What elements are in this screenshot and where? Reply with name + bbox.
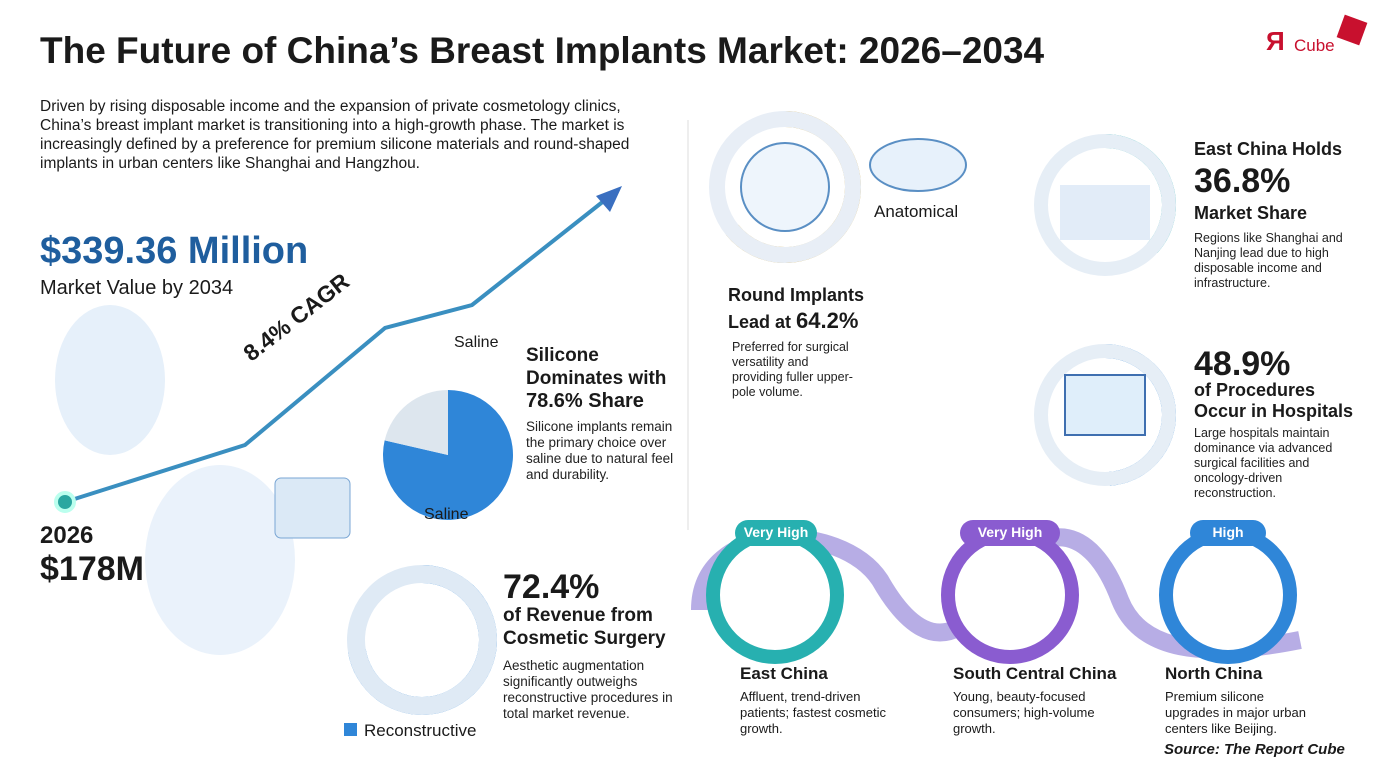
material-share: 78.6% Share — [526, 390, 644, 413]
prefix: Lead at — [728, 312, 792, 332]
region-name: East China — [740, 664, 828, 683]
suffix: Share — [588, 390, 644, 412]
logo-mark: Я — [1266, 26, 1285, 56]
donut-track — [1034, 134, 1176, 276]
forecast-label: Market Value by 2034 — [40, 277, 234, 299]
logo-cube — [1336, 14, 1368, 46]
city-icon — [1060, 185, 1150, 240]
donut-track — [709, 111, 861, 263]
source: Source: The Report Cube — [1164, 741, 1345, 758]
donut-track — [347, 565, 497, 715]
region-level: Very High — [743, 524, 809, 540]
pie-saline — [384, 390, 448, 455]
share: 78.6% — [526, 390, 583, 412]
end-user-heading: of Procedures Occur in Hospitals — [1194, 380, 1354, 421]
start-value: $178M — [40, 550, 144, 588]
legend-label: Reconstructive — [364, 721, 477, 740]
pie-silicone — [383, 390, 514, 520]
region-description: Regions like Shanghai and Nanjing lead d… — [1194, 231, 1343, 290]
share: 64.2% — [796, 308, 859, 333]
region-ring — [706, 526, 844, 664]
region-description: Affluent, trend-driven patients; fastest… — [740, 689, 886, 736]
application-heading: of Revenue from Cosmetic Surgery — [503, 605, 666, 649]
figure — [145, 465, 295, 655]
forecast-value: $339.36 Million — [40, 230, 309, 272]
legend-swatch — [344, 723, 357, 736]
application-share: 72.4% — [503, 568, 600, 606]
region-level: Very High — [977, 524, 1043, 540]
shape-heading: Round Implants — [728, 285, 864, 305]
end-user-share: 48.9% — [1194, 345, 1291, 383]
shape-description: Preferred for surgical versatility and p… — [732, 340, 853, 399]
end-user-description: Large hospitals maintain dominance via a… — [1194, 426, 1333, 500]
slice-label: Saline — [454, 334, 499, 351]
start-dot — [54, 491, 76, 513]
implant-icon — [869, 138, 967, 192]
donut-track — [1034, 344, 1176, 486]
material-description: Silicone implants remain the primary cho… — [526, 419, 674, 482]
level-pill — [960, 520, 1060, 546]
region-share: 36.8% — [1194, 162, 1291, 200]
region-description: Premium silicone upgrades in major urban… — [1165, 689, 1306, 736]
region-name: South Central China — [953, 664, 1117, 683]
region-ring — [1159, 526, 1297, 664]
region-ring — [941, 526, 1079, 664]
hospital-icon — [1064, 374, 1146, 436]
intro: Driven by rising disposable income and t… — [40, 98, 630, 172]
region-description: Young, beauty-focused consumers; high-vo… — [953, 689, 1095, 736]
logo-text: Cube — [1294, 36, 1335, 55]
figure — [55, 305, 165, 455]
region-name: North China — [1165, 664, 1263, 683]
start-year: 2026 — [40, 522, 94, 549]
implant-icon — [740, 142, 830, 232]
growth-line — [64, 198, 607, 504]
region-level: High — [1212, 524, 1244, 540]
level-pill — [735, 520, 817, 546]
slice-label: Saline — [424, 506, 469, 523]
material-heading: Silicone Dominates with — [526, 345, 667, 389]
anatomical-label: Anatomical — [874, 202, 959, 221]
application-description: Aesthetic augmentation significantly out… — [503, 658, 673, 721]
region-heading: East China Holds — [1194, 139, 1343, 159]
arrow-head — [596, 186, 622, 212]
title: The Future of China’s Breast Implants Ma… — [40, 30, 1045, 71]
shape-share-line: Lead at 64.2% — [728, 308, 858, 334]
region-suffix: Market Share — [1194, 203, 1308, 223]
level-pill — [1190, 520, 1266, 546]
monitor — [274, 477, 351, 539]
